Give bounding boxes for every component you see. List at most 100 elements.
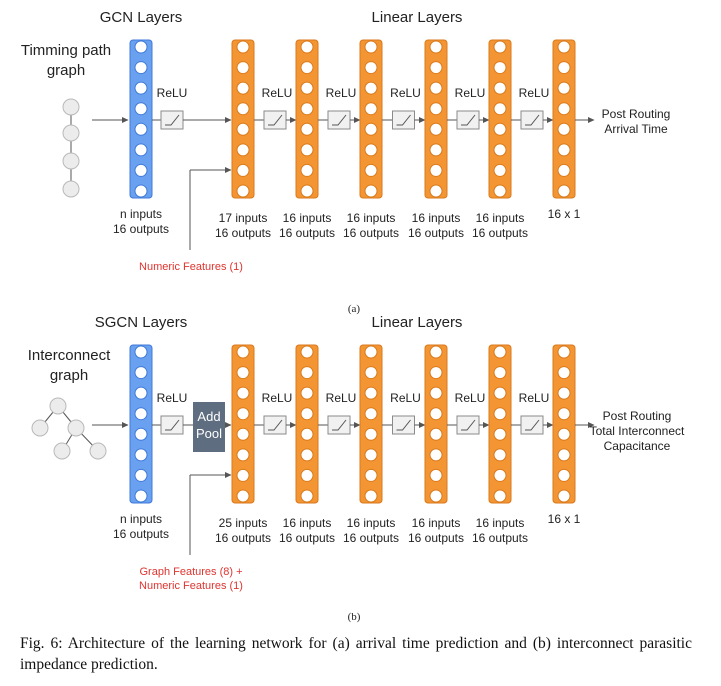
- relu-box-frame: [456, 110, 480, 130]
- graph-node: [31, 419, 49, 437]
- relu-box-frame: [263, 110, 287, 130]
- features-label-line-1: Numeric Features (1): [139, 261, 243, 273]
- linear-layer-column-5-bar: [488, 344, 512, 504]
- neuron-node: [429, 143, 443, 157]
- neuron-node: [300, 448, 314, 462]
- linear-layer-column-2: [295, 344, 319, 504]
- neuron-node: [364, 427, 378, 441]
- neuron-node: [493, 184, 507, 198]
- linear-layer-label-1-line-1: 17 inputs: [219, 211, 268, 225]
- neuron-node: [300, 345, 314, 359]
- neuron-node: [429, 468, 443, 482]
- relu-label: ReLU: [157, 391, 188, 405]
- output-label-line-2: Total Interconnect: [590, 424, 685, 438]
- relu-box-frame: [520, 110, 544, 130]
- relu-activation-box: [392, 415, 415, 435]
- neuron-node: [493, 489, 507, 503]
- relu-label: ReLU: [519, 391, 550, 405]
- relu-activation-box: [160, 415, 184, 435]
- relu-label: ReLU: [519, 86, 550, 100]
- relu-curve: [332, 419, 347, 431]
- neuron-node: [300, 143, 314, 157]
- gcn-layer-column-bar: [129, 39, 153, 199]
- neuron-node: [134, 184, 148, 198]
- linear-layer-column-1-bar: [231, 39, 255, 199]
- linear-layer-label-5-line-1: 16 inputs: [476, 516, 525, 530]
- relu-curve: [461, 114, 476, 126]
- graph-node: [49, 397, 67, 415]
- neuron-node: [300, 489, 314, 503]
- neuron-node: [236, 345, 250, 359]
- neuron-node: [493, 122, 507, 136]
- neuron-node: [429, 122, 443, 136]
- neuron-node: [557, 468, 571, 482]
- neuron-node: [236, 489, 250, 503]
- neuron-node: [364, 366, 378, 380]
- relu-box-frame: [327, 415, 351, 435]
- linear-layer-column-5: [488, 344, 512, 504]
- linear-layer-column-2-bar: [295, 39, 319, 199]
- relu-curve: [332, 114, 347, 126]
- neuron-node: [134, 102, 148, 116]
- gcn-layer-column: [129, 39, 153, 199]
- linear-layer-label-1-line-1: 25 inputs: [219, 516, 268, 530]
- neuron-node: [134, 122, 148, 136]
- linear-layer-label-2-line-1: 16 inputs: [283, 211, 332, 225]
- neuron-node: [236, 102, 250, 116]
- relu-curve: [165, 114, 180, 126]
- linear-layer-label-4-line-1: 16 inputs: [412, 211, 461, 225]
- figure-caption: Fig. 6: Architecture of the learning net…: [20, 635, 692, 673]
- relu-box-frame: [392, 415, 415, 435]
- final-layer-label: 16 x 1: [548, 512, 581, 526]
- neuron-node: [429, 61, 443, 75]
- linear-layer-column-4-bar: [424, 39, 448, 199]
- neuron-node: [300, 468, 314, 482]
- linear-layer-column-3-bar: [359, 344, 383, 504]
- neuron-node: [429, 407, 443, 421]
- neuron-node: [134, 427, 148, 441]
- neuron-node: [557, 143, 571, 157]
- neuron-node: [134, 366, 148, 380]
- neuron-node: [134, 143, 148, 157]
- relu-activation-box: [263, 110, 287, 130]
- relu-activation-box: [327, 110, 351, 130]
- linear-layer-column-5: [488, 39, 512, 199]
- relu-label: ReLU: [455, 86, 486, 100]
- gcn-layer-column: [129, 344, 153, 504]
- input-graph-title-line-2: graph: [50, 367, 88, 384]
- linear-layer-column-4: [424, 344, 448, 504]
- neuron-node: [493, 143, 507, 157]
- neuron-node: [364, 407, 378, 421]
- linear-layer-label-3-line-2: 16 outputs: [343, 226, 399, 240]
- neuron-node: [134, 468, 148, 482]
- gcn-layers-title: SGCN Layers: [95, 314, 188, 331]
- input-graph-title-line-1: Timming path: [21, 42, 111, 59]
- linear-layer-label-4-line-2: 16 outputs: [408, 531, 464, 545]
- relu-box-frame: [392, 110, 415, 130]
- relu-curve: [461, 419, 476, 431]
- neuron-node: [557, 407, 571, 421]
- relu-box-frame: [160, 415, 184, 435]
- neuron-node: [557, 489, 571, 503]
- graph-node: [62, 124, 80, 142]
- neuron-node: [364, 102, 378, 116]
- linear-layer-column-2: [295, 39, 319, 199]
- linear-layer-column-6-bar: [552, 344, 576, 504]
- neuron-node: [300, 40, 314, 54]
- features-label-line-2: Numeric Features (1): [139, 580, 243, 592]
- neuron-node: [557, 40, 571, 54]
- subfigure-label: (b): [348, 611, 361, 623]
- neuron-node: [300, 61, 314, 75]
- gcn-layer-label-line-1: n inputs: [120, 207, 162, 221]
- neuron-node: [493, 61, 507, 75]
- neuron-node: [300, 386, 314, 400]
- linear-layer-column-1: [231, 344, 255, 504]
- neuron-node: [134, 81, 148, 95]
- neuron-node: [557, 427, 571, 441]
- neuron-node: [236, 468, 250, 482]
- final-layer-label: 16 x 1: [548, 207, 581, 221]
- linear-layer-label-2-line-1: 16 inputs: [283, 516, 332, 530]
- neuron-node: [134, 386, 148, 400]
- linear-layer-label-3-line-2: 16 outputs: [343, 531, 399, 545]
- neuron-node: [429, 366, 443, 380]
